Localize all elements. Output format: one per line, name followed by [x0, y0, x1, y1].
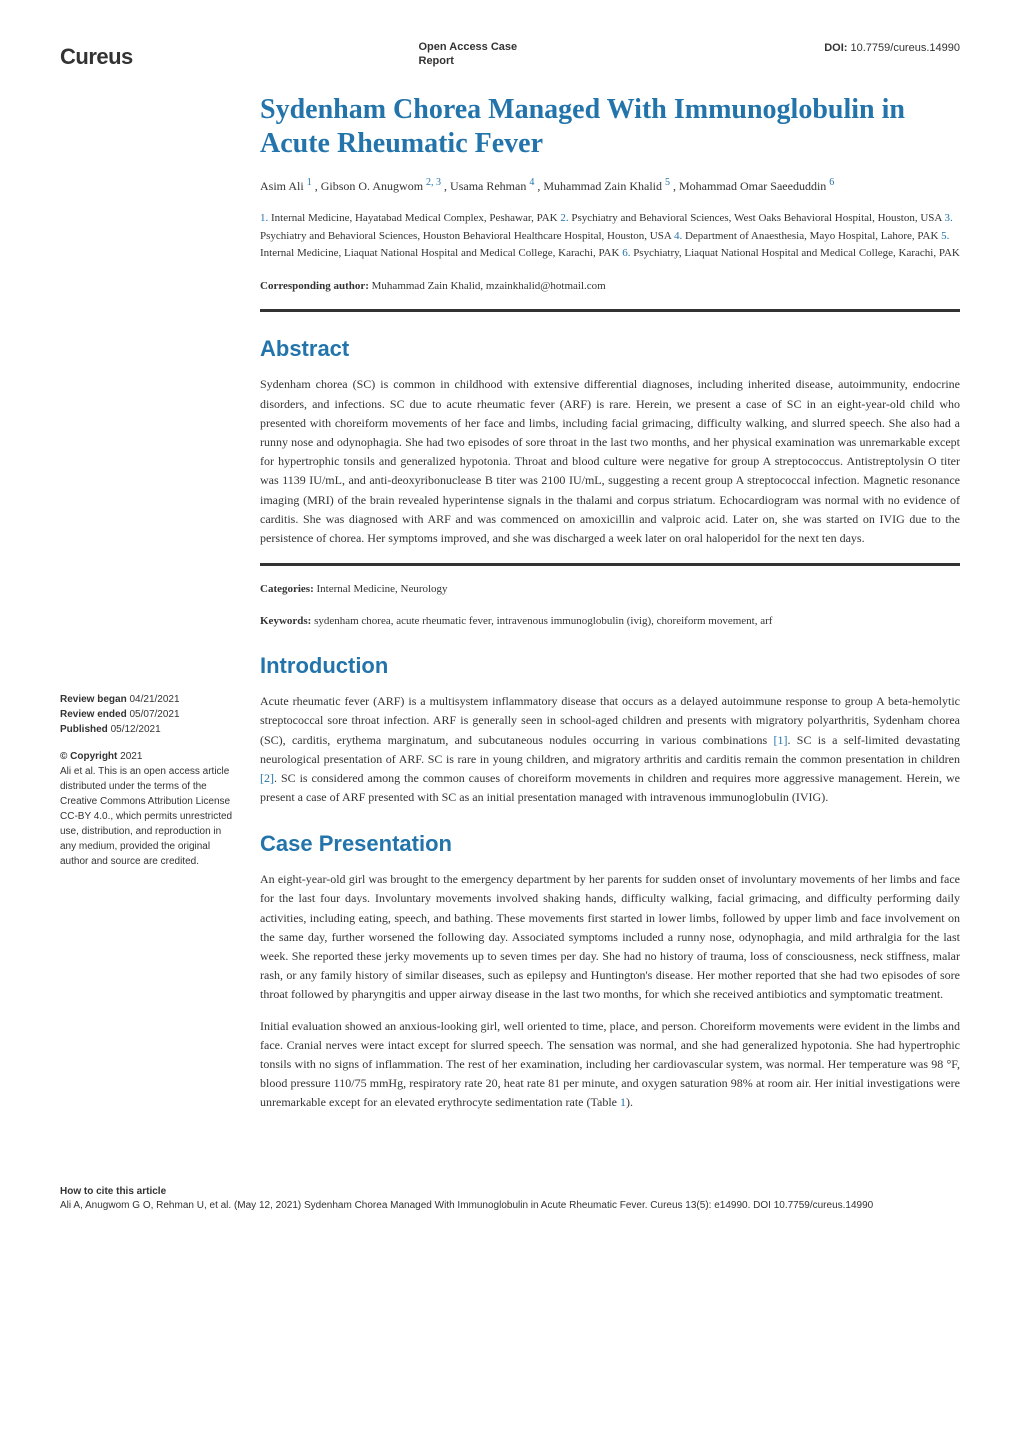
author-name: Mohammad Omar Saeeduddin — [679, 179, 826, 193]
authors-line: Asim Ali 1 , Gibson O. Anugwom 2, 3 , Us… — [260, 175, 960, 195]
case-presentation-heading: Case Presentation — [260, 827, 960, 860]
categories-label: Categories: — [260, 583, 314, 595]
case-paragraph: Initial evaluation showed an anxious-loo… — [260, 1017, 960, 1113]
doi-value: 10.7759/cureus.14990 — [851, 42, 960, 54]
cite-label: How to cite this article — [60, 1185, 960, 1199]
corresponding-text: Muhammad Zain Khalid, mzainkhalid@hotmai… — [372, 280, 606, 292]
article-type-label: Open Access Case Report — [419, 40, 539, 69]
copyright-text: Ali et al. This is an open access articl… — [60, 764, 240, 869]
reference-link[interactable]: [2] — [260, 771, 274, 785]
author-name: Usama Rehman — [450, 179, 526, 193]
abstract-body: Sydenham chorea (SC) is common in childh… — [260, 375, 960, 548]
author-name: Asim Ali — [260, 179, 304, 193]
keywords-line: Keywords: sydenham chorea, acute rheumat… — [260, 613, 960, 630]
review-ended-label: Review ended — [60, 709, 127, 720]
affiliation-text: Psychiatry, Liaquat National Hospital an… — [633, 247, 960, 259]
divider-rule — [260, 563, 960, 566]
affiliation-number: 3. — [945, 212, 953, 224]
doi-block: DOI: 10.7759/cureus.14990 — [824, 40, 960, 57]
intro-text-part: . SC is considered among the common caus… — [260, 771, 960, 804]
affiliation-text: Psychiatry and Behavioral Sciences, Hous… — [260, 230, 671, 242]
affiliation-text: Psychiatry and Behavioral Sciences, West… — [571, 212, 941, 224]
review-dates-block: Review began 04/21/2021 Review ended 05/… — [60, 692, 240, 737]
review-began-date: 04/21/2021 — [129, 694, 179, 705]
review-began-label: Review began — [60, 694, 127, 705]
article-header-section: Sydenham Chorea Managed With Immunoglobu… — [260, 93, 960, 682]
affiliation-number: 6. — [622, 247, 630, 259]
main-content-column: Acute rheumatic fever (ARF) is a multisy… — [260, 692, 960, 1124]
review-ended-date: 05/07/2021 — [129, 709, 179, 720]
published-date: 05/12/2021 — [111, 724, 161, 735]
author-sup: 6 — [829, 177, 834, 188]
reference-link[interactable]: [1] — [773, 733, 787, 747]
affiliation-number: 1. — [260, 212, 268, 224]
affiliation-text: Department of Anaesthesia, Mayo Hospital… — [685, 230, 938, 242]
keywords-text: sydenham chorea, acute rheumatic fever, … — [314, 615, 772, 627]
author-name: Muhammad Zain Khalid — [543, 179, 662, 193]
case-text-part: ). — [626, 1095, 633, 1109]
introduction-heading: Introduction — [260, 649, 960, 682]
corresponding-author: Corresponding author: Muhammad Zain Khal… — [260, 278, 960, 295]
journal-logo: Cureus — [60, 40, 133, 73]
keywords-label: Keywords: — [260, 615, 311, 627]
author-sup: 4 — [529, 177, 534, 188]
doi-label: DOI: — [824, 42, 847, 54]
metadata-sidebar: Review began 04/21/2021 Review ended 05/… — [60, 692, 240, 1124]
author-sup: 2, 3 — [426, 177, 441, 188]
corresponding-label: Corresponding author: — [260, 280, 369, 292]
author-name: Gibson O. Anugwom — [321, 179, 423, 193]
divider-rule — [260, 309, 960, 312]
affiliation-number: 2. — [560, 212, 568, 224]
cite-text: Ali A, Anugwom G O, Rehman U, et al. (Ma… — [60, 1199, 960, 1213]
published-label: Published — [60, 724, 108, 735]
copyright-year: 2021 — [120, 751, 142, 762]
citation-footer: How to cite this article Ali A, Anugwom … — [60, 1185, 960, 1213]
affiliation-text: Internal Medicine, Hayatabad Medical Com… — [271, 212, 558, 224]
categories-line: Categories: Internal Medicine, Neurology — [260, 581, 960, 598]
case-paragraph: An eight-year-old girl was brought to th… — [260, 870, 960, 1004]
affiliation-number: 4. — [674, 230, 682, 242]
affiliation-number: 5. — [941, 230, 949, 242]
copyright-block: © Copyright 2021 Ali et al. This is an o… — [60, 749, 240, 869]
page-header: Cureus Open Access Case Report DOI: 10.7… — [60, 40, 960, 73]
affiliation-text: Internal Medicine, Liaquat National Hosp… — [260, 247, 619, 259]
article-title: Sydenham Chorea Managed With Immunoglobu… — [260, 93, 960, 160]
author-sup: 1 — [307, 177, 312, 188]
copyright-label: © Copyright — [60, 751, 117, 762]
affiliations-block: 1. Internal Medicine, Hayatabad Medical … — [260, 210, 960, 263]
two-column-layout: Review began 04/21/2021 Review ended 05/… — [60, 692, 960, 1124]
author-sup: 5 — [665, 177, 670, 188]
introduction-body: Acute rheumatic fever (ARF) is a multisy… — [260, 692, 960, 807]
categories-text: Internal Medicine, Neurology — [317, 583, 448, 595]
case-text-part: Initial evaluation showed an anxious-loo… — [260, 1019, 960, 1110]
abstract-heading: Abstract — [260, 332, 960, 365]
